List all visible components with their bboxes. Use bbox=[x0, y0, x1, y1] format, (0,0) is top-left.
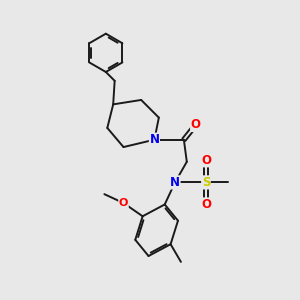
Text: N: N bbox=[149, 133, 159, 146]
Text: O: O bbox=[119, 198, 128, 208]
Text: N: N bbox=[170, 176, 180, 189]
Text: O: O bbox=[201, 154, 211, 167]
Text: O: O bbox=[190, 118, 201, 131]
Text: O: O bbox=[201, 198, 211, 211]
Text: S: S bbox=[202, 176, 210, 189]
